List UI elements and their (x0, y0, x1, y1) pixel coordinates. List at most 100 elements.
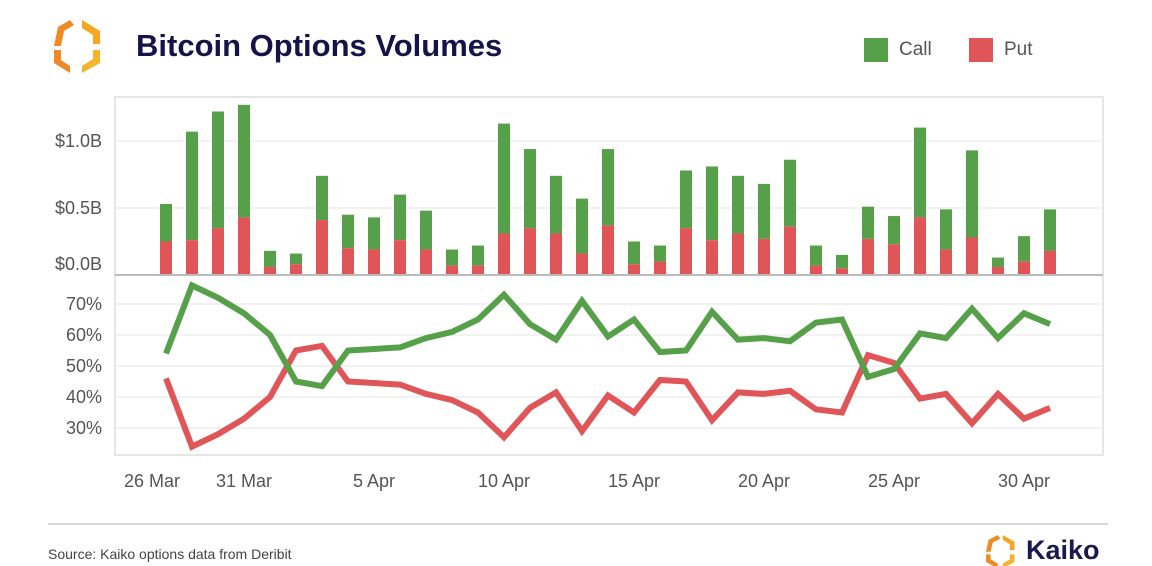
call-bar (706, 166, 718, 241)
call-bar (914, 127, 926, 218)
kaiko-logo-icon (54, 20, 100, 73)
call-bar (264, 250, 276, 267)
put-bar (576, 253, 588, 275)
call-bar (524, 149, 536, 229)
put-bar (914, 217, 926, 275)
legend-item-call: Call (864, 38, 932, 62)
call-bar (1044, 209, 1056, 251)
call-bar (966, 150, 978, 238)
call-bar (368, 217, 380, 250)
call-bar (550, 175, 562, 234)
legend-item-put: Put (969, 38, 1033, 62)
call-bar (810, 245, 822, 266)
put-bar (654, 261, 666, 275)
call-bar (316, 175, 328, 221)
put-bar (706, 240, 718, 275)
chart-title: Bitcoin Options Volumes (136, 28, 503, 63)
put-bar (394, 240, 406, 275)
call-bar (342, 214, 354, 249)
call-bar (498, 123, 510, 234)
put-bar (810, 265, 822, 275)
put-bar (992, 266, 1004, 275)
put-bar (602, 225, 614, 275)
put-bar (420, 249, 432, 275)
call-bar (576, 198, 588, 254)
put-bar (784, 226, 796, 275)
put-bar (472, 265, 484, 275)
line-y-tick-label: 50% (66, 356, 102, 376)
call-bar (602, 149, 614, 226)
put-bar (342, 248, 354, 275)
call-bar (446, 249, 458, 266)
source-note: Source: Kaiko options data from Deribit (48, 546, 292, 562)
line-y-tick-label: 70% (66, 294, 102, 314)
call-bar (290, 253, 302, 265)
legend-label-put: Put (1004, 39, 1033, 60)
call-bar (784, 159, 796, 227)
put-bar (238, 217, 250, 275)
call-bar (238, 104, 250, 218)
put-bar (212, 228, 224, 275)
bar-y-tick-label: $0.5B (55, 198, 102, 218)
call-bar (680, 170, 692, 229)
put-bar (498, 233, 510, 275)
call-bar (186, 131, 198, 241)
x-tick-label: 5 Apr (353, 471, 395, 491)
put-bar (680, 228, 692, 275)
put-bar (732, 233, 744, 275)
put-bar (758, 238, 770, 275)
call-bar (212, 111, 224, 229)
put-bar (1044, 250, 1056, 275)
legend-label-call: Call (899, 39, 932, 60)
line-y-tick-label: 60% (66, 325, 102, 345)
call-bar (862, 206, 874, 239)
call-bar (654, 245, 666, 262)
x-tick-label: 10 Apr (478, 471, 530, 491)
put-bar (264, 266, 276, 275)
put-bar (836, 268, 848, 275)
call-bar (628, 241, 640, 265)
put-bar (186, 240, 198, 275)
bar-y-tick-label: $0.0B (55, 254, 102, 274)
x-tick-label: 31 Mar (216, 471, 272, 491)
call-bar (160, 203, 172, 242)
put-bar (316, 220, 328, 275)
kaiko-footer-logo-icon (986, 535, 1015, 566)
call-bar (836, 254, 848, 269)
call-bar (472, 245, 484, 266)
call-bar (420, 210, 432, 250)
call-bar (394, 194, 406, 241)
x-tick-label: 30 Apr (998, 471, 1050, 491)
put-bar (290, 264, 302, 275)
put-bar (160, 241, 172, 275)
put-bar (524, 228, 536, 275)
x-tick-label: 20 Apr (738, 471, 790, 491)
call-bar (888, 216, 900, 245)
line-y-tick-label: 30% (66, 418, 102, 438)
put-bar (862, 238, 874, 275)
put-bar (966, 237, 978, 275)
put-bar (888, 244, 900, 275)
line-y-tick-label: 40% (66, 387, 102, 407)
x-tick-label: 15 Apr (608, 471, 660, 491)
put-bar (940, 249, 952, 275)
put-share-line (163, 342, 1052, 451)
put-bar (628, 264, 640, 275)
call-share-line (163, 281, 1052, 390)
legend-swatch-put (969, 38, 993, 62)
call-bar (940, 209, 952, 250)
call-bar (1018, 236, 1030, 262)
brand-name: Kaiko (1026, 535, 1100, 565)
call-bar (732, 175, 744, 234)
legend-swatch-call (864, 38, 888, 62)
x-tick-label: 26 Mar (124, 471, 180, 491)
put-bar (446, 265, 458, 275)
bar-y-tick-label: $1.0B (55, 131, 102, 151)
put-bar (550, 233, 562, 275)
put-bar (368, 249, 380, 275)
call-bar (758, 183, 770, 239)
x-tick-label: 25 Apr (868, 471, 920, 491)
call-bar (992, 257, 1004, 267)
put-bar (1018, 261, 1030, 275)
